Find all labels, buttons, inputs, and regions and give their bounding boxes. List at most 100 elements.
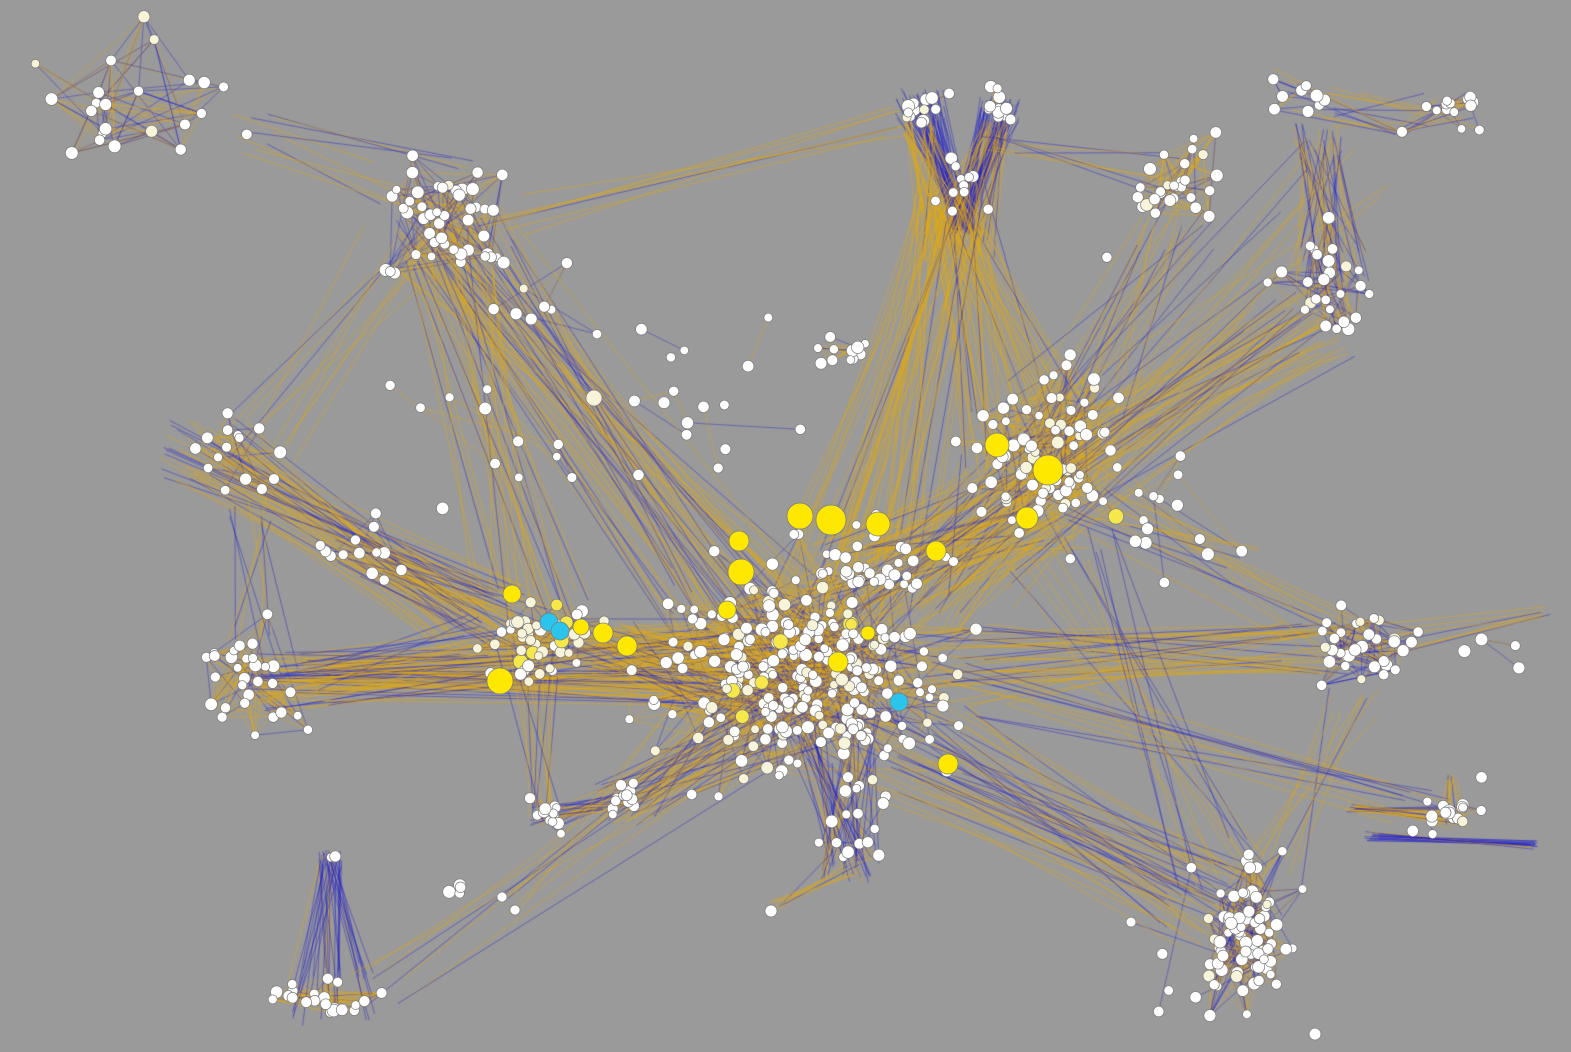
graph-node[interactable] (524, 792, 536, 805)
graph-node[interactable] (1194, 533, 1206, 545)
graph-node[interactable] (937, 652, 948, 664)
graph-node[interactable] (835, 672, 849, 687)
graph-node[interactable] (1368, 613, 1380, 624)
graph-node[interactable] (1310, 293, 1322, 305)
graph-node[interactable] (628, 394, 641, 408)
graph-node[interactable] (628, 777, 639, 789)
graph-node[interactable] (924, 692, 935, 702)
graph-node[interactable] (30, 59, 41, 69)
graph-node[interactable] (1267, 73, 1280, 86)
graph-node[interactable] (1335, 289, 1346, 299)
graph-node[interactable] (1364, 289, 1375, 299)
graph-node[interactable] (1081, 482, 1094, 494)
graph-node[interactable] (852, 575, 865, 588)
graph-node[interactable] (950, 435, 962, 448)
graph-node[interactable] (99, 122, 113, 136)
graph-node[interactable] (1171, 498, 1184, 512)
graph-node[interactable] (903, 107, 914, 118)
graph-node[interactable] (915, 687, 925, 697)
graph-node[interactable] (436, 501, 450, 515)
graph-node[interactable] (1326, 243, 1339, 255)
graph-node[interactable] (950, 161, 961, 172)
graph-node[interactable] (509, 904, 521, 916)
graph-node[interactable] (959, 186, 970, 198)
graph-node[interactable] (992, 83, 1003, 94)
graph-hub-node[interactable] (937, 753, 959, 775)
graph-node[interactable] (1235, 544, 1248, 558)
graph-node[interactable] (1174, 450, 1187, 462)
graph-node[interactable] (1405, 636, 1418, 649)
graph-node[interactable] (216, 711, 228, 723)
graph-node[interactable] (657, 396, 671, 409)
graph-node[interactable] (1464, 99, 1477, 112)
graph-node[interactable] (1202, 210, 1216, 223)
graph-node[interactable] (776, 720, 789, 734)
graph-node[interactable] (496, 168, 509, 181)
graph-node[interactable] (1060, 359, 1073, 372)
graph-node[interactable] (947, 205, 958, 217)
graph-node[interactable] (792, 725, 803, 736)
graph-node[interactable] (1301, 105, 1315, 118)
graph-node[interactable] (1163, 985, 1174, 996)
graph-node[interactable] (1243, 861, 1257, 875)
graph-node[interactable] (1098, 496, 1108, 506)
graph-node[interactable] (322, 972, 334, 985)
graph-node[interactable] (518, 283, 529, 294)
graph-node[interactable] (237, 680, 248, 691)
graph-node[interactable] (831, 837, 842, 849)
graph-node[interactable] (867, 774, 879, 786)
graph-node[interactable] (1112, 462, 1123, 473)
graph-node[interactable] (1224, 916, 1238, 930)
graph-node[interactable] (435, 231, 448, 245)
graph-node[interactable] (105, 54, 117, 67)
graph-node[interactable] (861, 836, 874, 849)
graph-node[interactable] (869, 576, 879, 587)
graph-node[interactable] (721, 683, 732, 694)
graph-node[interactable] (246, 637, 259, 650)
graph-node[interactable] (1309, 88, 1324, 103)
graph-node[interactable] (737, 660, 749, 673)
graph-node[interactable] (1355, 616, 1366, 627)
graph-node[interactable] (1087, 409, 1099, 421)
graph-node[interactable] (762, 723, 774, 735)
graph-node[interactable] (892, 674, 905, 687)
graph-node[interactable] (767, 700, 779, 711)
graph-node[interactable] (1425, 809, 1439, 823)
graph-node[interactable] (817, 568, 828, 579)
graph-node[interactable] (912, 677, 924, 689)
graph-hub-node[interactable] (1032, 454, 1064, 486)
graph-node[interactable] (1189, 991, 1202, 1004)
graph-node[interactable] (1340, 260, 1353, 273)
graph-node[interactable] (1185, 192, 1197, 203)
graph-node[interactable] (516, 628, 528, 639)
graph-node[interactable] (881, 687, 894, 700)
graph-node[interactable] (976, 409, 990, 423)
graph-node[interactable] (1148, 193, 1161, 206)
graph-node[interactable] (1021, 404, 1032, 415)
graph-node[interactable] (203, 462, 214, 474)
graph-highlight-node[interactable] (550, 621, 570, 641)
graph-node[interactable] (496, 891, 508, 903)
graph-node[interactable] (44, 92, 59, 106)
graph-node[interactable] (353, 547, 366, 560)
graph-node[interactable] (852, 561, 865, 574)
graph-node[interactable] (692, 731, 705, 744)
graph-node[interactable] (1457, 644, 1472, 658)
graph-node[interactable] (92, 86, 105, 99)
graph-node[interactable] (1025, 439, 1038, 453)
graph-node[interactable] (415, 402, 426, 413)
graph-node[interactable] (564, 648, 574, 658)
graph-node[interactable] (667, 636, 679, 648)
graph-node[interactable] (391, 185, 402, 195)
graph-node[interactable] (239, 472, 252, 486)
graph-node[interactable] (1475, 805, 1487, 816)
graph-node[interactable] (442, 885, 456, 899)
graph-node[interactable] (883, 743, 893, 754)
graph-node[interactable] (273, 445, 287, 460)
graph-node[interactable] (1155, 186, 1166, 197)
graph-node[interactable] (916, 660, 928, 673)
graph-node[interactable] (774, 770, 784, 781)
graph-node[interactable] (869, 640, 880, 650)
graph-node[interactable] (694, 645, 708, 659)
graph-node[interactable] (1125, 916, 1137, 928)
